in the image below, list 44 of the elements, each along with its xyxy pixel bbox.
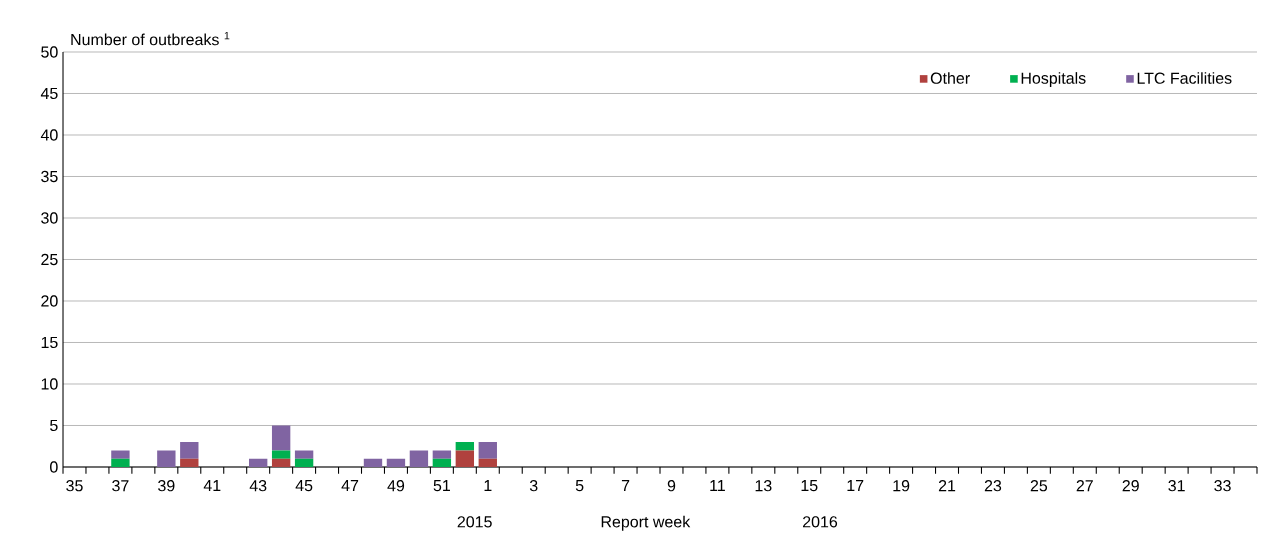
y-tick-label: 10 <box>41 378 58 390</box>
x-tick-label: 33 <box>1214 480 1231 492</box>
y-tick-label: 5 <box>50 419 58 432</box>
y-tick-label: 40 <box>40 129 58 141</box>
y-tick-label: 50 <box>41 46 58 58</box>
y-tick-label: 15 <box>41 336 58 349</box>
legend-label: LTC Facilities <box>1137 72 1232 84</box>
x-tick-label: 15 <box>801 480 818 492</box>
y-tick-label: 25 <box>41 253 58 266</box>
x-tick-label: 19 <box>893 480 910 492</box>
y-tick-label: 45 <box>40 87 58 100</box>
x-tick-label: 39 <box>158 480 175 492</box>
y-tick-label: 20 <box>41 295 58 307</box>
x-tick-label: 31 <box>1168 480 1185 492</box>
text: 2016 <box>803 516 838 528</box>
legend-label: Hospitals <box>1021 72 1086 88</box>
x-tick-label: 7 <box>621 480 630 492</box>
text: 2015 <box>457 516 492 528</box>
x-tick-label: 29 <box>1122 480 1139 492</box>
x-tick-label: 35 <box>66 480 83 492</box>
x-tick-label: 3 <box>529 480 538 492</box>
x-tick-label: 47 <box>341 480 359 492</box>
x-tick-label: 13 <box>755 480 772 492</box>
y-tick-label: 30 <box>41 212 58 224</box>
x-tick-label: 51 <box>433 480 450 492</box>
x-tick-label: 43 <box>249 480 267 492</box>
x-tick-label: 23 <box>984 480 1002 492</box>
y-tick-label: 35 <box>41 170 58 183</box>
x-tick-label: 25 <box>1030 480 1048 492</box>
x-tick-label: 27 <box>1076 480 1093 492</box>
legend-label: Other <box>930 72 970 84</box>
y-axis-title: Number of outbreaks $^{1}$ <box>71 31 230 46</box>
x-tick-label: 9 <box>667 480 676 492</box>
x-tick-label: 49 <box>387 480 405 492</box>
x-tick-label: 5 <box>575 480 584 492</box>
x-tick-label: 11 <box>710 480 725 492</box>
x-tick-label: 37 <box>112 480 129 492</box>
x-tick-label: 45 <box>295 480 313 492</box>
x-tick-label: 21 <box>938 480 956 492</box>
y-tick-label: 0 <box>50 461 58 473</box>
x-axis-title: Report week <box>601 515 691 531</box>
x-tick-label: 1 <box>484 480 492 492</box>
x-tick-label: 17 <box>847 480 864 492</box>
x-tick-label: 41 <box>203 480 221 492</box>
